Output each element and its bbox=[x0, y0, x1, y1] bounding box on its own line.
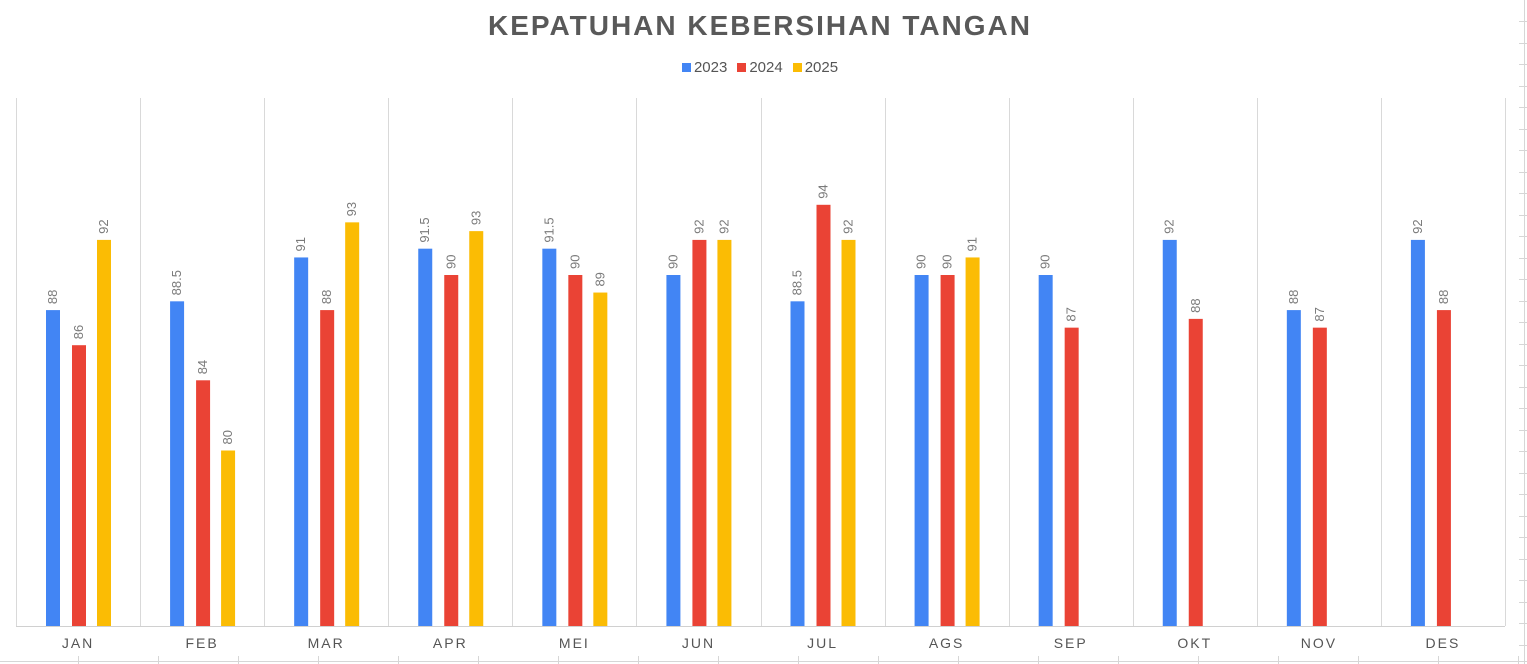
bar-2023-mar[interactable] bbox=[294, 257, 309, 626]
bar-2024-mar[interactable] bbox=[320, 310, 335, 626]
bar-value-label: 92 bbox=[716, 219, 731, 233]
bar-2023-feb[interactable] bbox=[170, 301, 185, 626]
category-label-mar: MAR bbox=[308, 635, 345, 651]
bar-value-label: 93 bbox=[344, 202, 359, 216]
bar-value-label: 88 bbox=[1286, 290, 1301, 304]
bar-value-label: 84 bbox=[195, 360, 210, 374]
bar-2024-jan[interactable] bbox=[72, 345, 86, 626]
bar-value-label: 92 bbox=[1162, 219, 1177, 233]
bar-value-label: 88 bbox=[1436, 290, 1451, 304]
bar-value-label: 88 bbox=[319, 290, 334, 304]
bar-2024-sep[interactable] bbox=[1064, 327, 1079, 626]
chart-legend: 2023 2024 2025 bbox=[0, 59, 1520, 76]
bar-value-label: 90 bbox=[665, 255, 680, 269]
category-label-feb: FEB bbox=[186, 635, 219, 651]
legend-swatch-2023 bbox=[681, 63, 691, 72]
bar-2023-nov[interactable] bbox=[1286, 310, 1301, 626]
bar-2023-mei[interactable] bbox=[542, 248, 557, 627]
bar-2023-ags[interactable] bbox=[914, 275, 929, 626]
category-label-jul: JUL bbox=[807, 635, 838, 651]
bar-2023-jan[interactable] bbox=[46, 310, 60, 626]
bar-2025-mar[interactable] bbox=[345, 222, 360, 626]
bar-2023-okt[interactable] bbox=[1162, 239, 1177, 626]
bar-value-label: 92 bbox=[96, 219, 111, 233]
category-label-nov: NOV bbox=[1301, 635, 1337, 651]
bar-value-label: 91 bbox=[293, 237, 308, 251]
bar-value-label: 91 bbox=[965, 237, 980, 251]
chart-title: KEPATUHAN KEBERSIHAN TANGAN bbox=[488, 10, 1032, 41]
bar-2024-okt[interactable] bbox=[1188, 318, 1203, 626]
legend-swatch-2025 bbox=[792, 63, 802, 72]
bar-2025-ags[interactable] bbox=[965, 257, 980, 626]
bar-value-label: 86 bbox=[71, 325, 86, 339]
legend-label-2025: 2025 bbox=[804, 59, 839, 76]
bar-2024-jul[interactable] bbox=[816, 204, 831, 627]
bar-2024-mei[interactable] bbox=[568, 275, 583, 626]
bar-value-label: 88.5 bbox=[169, 270, 184, 295]
bar-2023-sep[interactable] bbox=[1038, 275, 1053, 626]
bar-2023-jun[interactable] bbox=[666, 275, 681, 626]
category-label-jan: JAN bbox=[62, 635, 94, 651]
bar-2024-nov[interactable] bbox=[1312, 327, 1327, 626]
bar-value-label: 92 bbox=[691, 219, 706, 233]
bar-value-label: 91.5 bbox=[541, 217, 556, 242]
bar-value-label: 90 bbox=[940, 255, 955, 269]
legend-item-2024[interactable]: 2024 bbox=[737, 59, 783, 76]
bar-2023-des[interactable] bbox=[1410, 239, 1425, 626]
category-label-mei: MEI bbox=[559, 635, 590, 651]
bar-2025-jul[interactable] bbox=[841, 239, 856, 626]
bar-value-label: 80 bbox=[220, 430, 235, 444]
bar-value-label: 90 bbox=[1038, 255, 1053, 269]
bar-value-label: 92 bbox=[841, 219, 856, 233]
bar-2025-jan[interactable] bbox=[97, 239, 111, 626]
bar-2024-apr[interactable] bbox=[444, 275, 459, 626]
bar-value-label: 92 bbox=[1410, 219, 1425, 233]
category-label-des: DES bbox=[1426, 635, 1461, 651]
category-label-okt: OKT bbox=[1177, 635, 1212, 651]
legend-item-2023[interactable]: 2023 bbox=[681, 59, 728, 76]
bar-2024-jun[interactable] bbox=[692, 239, 707, 626]
bar-2024-feb[interactable] bbox=[196, 380, 211, 626]
bar-2023-jul[interactable] bbox=[790, 301, 805, 626]
bar-value-label: 88.5 bbox=[790, 270, 805, 295]
bar-2025-mei[interactable] bbox=[593, 292, 608, 626]
bar-value-label: 88 bbox=[45, 290, 60, 304]
bar-value-label: 87 bbox=[1312, 307, 1327, 321]
legend-label-2024: 2024 bbox=[749, 59, 783, 76]
bar-value-label: 90 bbox=[443, 255, 458, 269]
category-label-ags: AGS bbox=[929, 635, 965, 651]
bar-value-label: 94 bbox=[816, 184, 831, 198]
category-label-sep: SEP bbox=[1054, 635, 1088, 651]
legend-swatch-2024 bbox=[737, 63, 747, 72]
plot-area: 88 86 92 JAN 88.5 84 80 FEB 91 88 93 MAR 91.5 90 93 APR… bbox=[16, 98, 1506, 651]
bar-2025-apr[interactable] bbox=[469, 231, 484, 626]
bar-value-label: 87 bbox=[1064, 307, 1079, 321]
category-label-apr: APR bbox=[433, 635, 468, 651]
legend-item-2025[interactable]: 2025 bbox=[792, 59, 839, 76]
bar-2025-feb[interactable] bbox=[221, 450, 236, 627]
category-label-jun: JUN bbox=[682, 635, 715, 651]
bar-value-label: 91.5 bbox=[417, 217, 432, 242]
bar-2023-apr[interactable] bbox=[418, 248, 433, 627]
bar-2025-jun[interactable] bbox=[717, 239, 732, 626]
bar-2024-des[interactable] bbox=[1436, 310, 1451, 626]
bar-2024-ags[interactable] bbox=[940, 275, 955, 626]
legend-label-2023: 2023 bbox=[693, 59, 728, 76]
bar-value-label: 90 bbox=[914, 255, 929, 269]
bar-value-label: 90 bbox=[567, 255, 582, 269]
bar-value-label: 93 bbox=[468, 211, 483, 225]
bar-value-label: 88 bbox=[1188, 298, 1203, 312]
bar-chart: 88 86 92 JAN 88.5 84 80 FEB 91 88 93 MAR 91.5 90 93 APR… bbox=[16, 98, 1506, 651]
bar-value-label: 89 bbox=[592, 272, 607, 286]
